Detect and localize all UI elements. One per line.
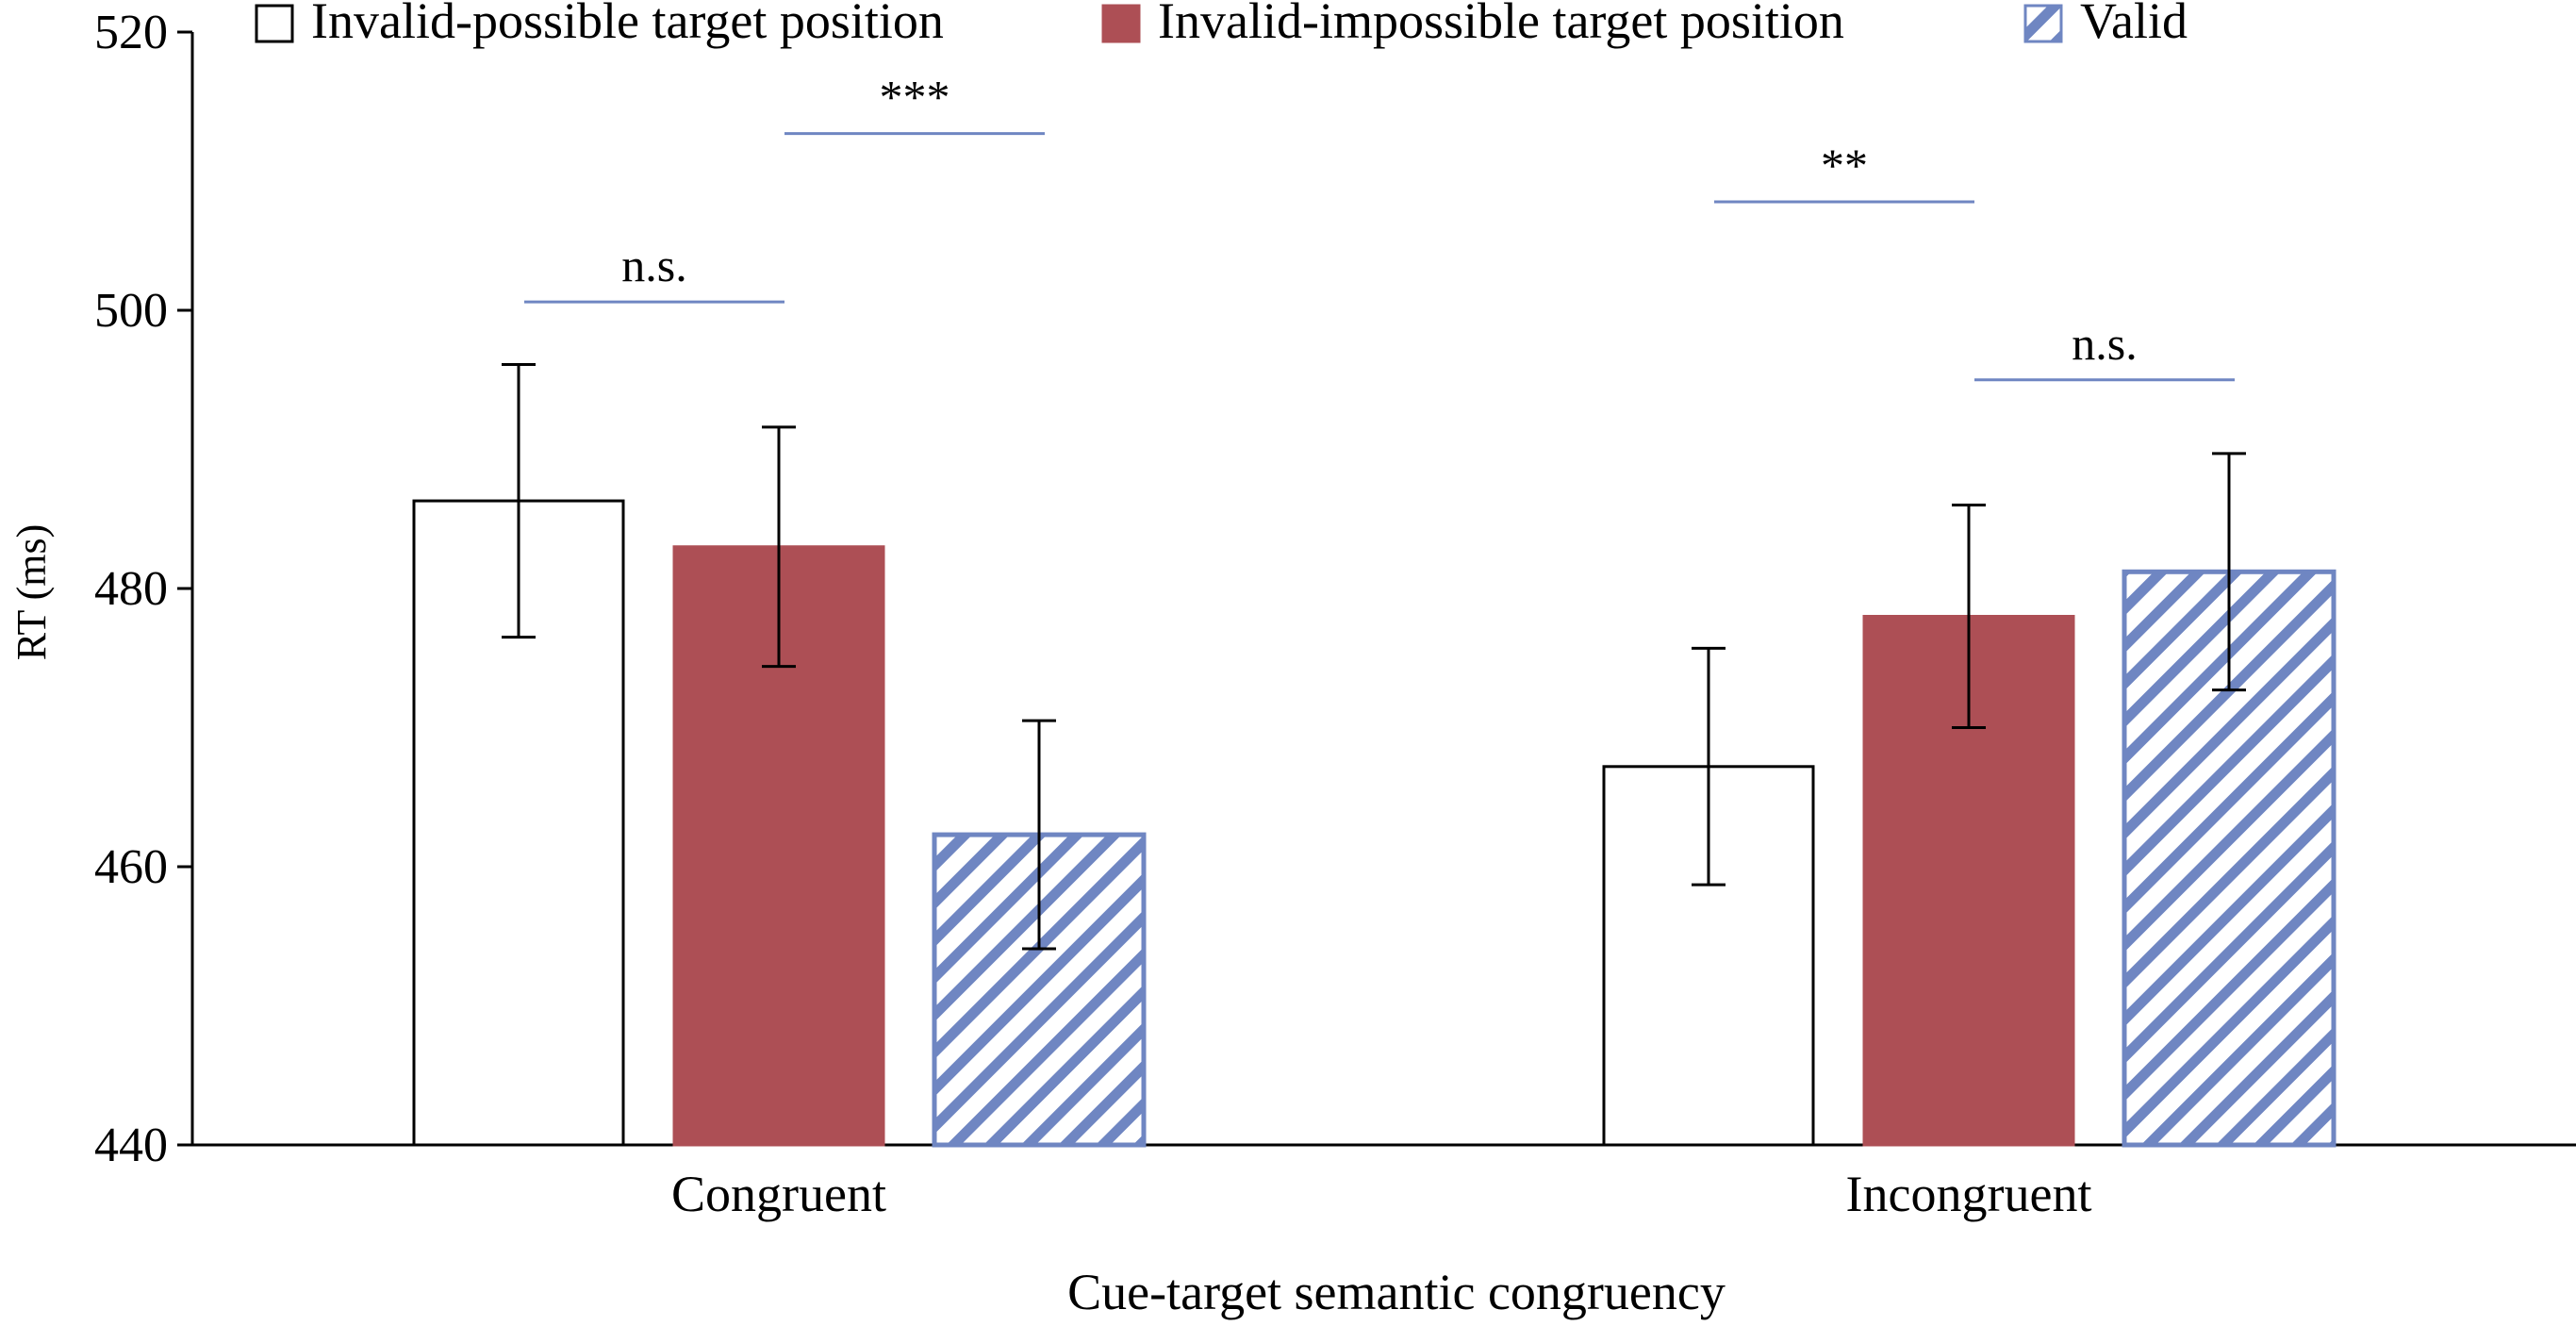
significance-label: *** [880,71,950,124]
axes: 440 460 480 500 520 Congruent Incongruent [94,6,2576,1222]
bars-group [412,499,2337,1148]
legend-swatch [1101,4,1141,43]
significance-label: ** [1821,139,1868,191]
significance-label: n.s. [621,239,686,291]
legend-swatch [255,4,294,43]
legend-label: Invalid-possible target position [311,0,944,49]
y-axis-label: RT (ms) [8,524,55,660]
significance-group: n.s.*****n.s. [524,71,2235,382]
legend-label: Invalid-impossible target position [1158,0,1844,49]
y-tick-label: 480 [94,562,168,616]
legend: Invalid-possible target position Invalid-… [255,0,2188,49]
legend-swatch [2023,4,2063,43]
x-tick-label: Incongruent [1846,1166,2092,1222]
x-tick-label: Congruent [671,1166,886,1222]
significance-label: n.s. [2072,317,2137,370]
legend-label: Valid [2080,0,2188,49]
y-tick-label: 520 [94,6,168,59]
x-axis-label: Cue-target semantic congruency [1067,1264,1726,1320]
error-bars-group [502,363,2246,951]
y-tick-label: 500 [94,284,168,338]
y-tick-label: 460 [94,840,168,894]
y-tick-label: 440 [94,1119,168,1172]
